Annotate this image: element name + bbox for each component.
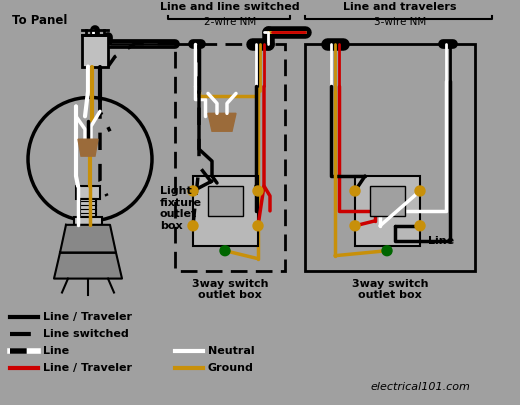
Circle shape bbox=[350, 221, 360, 231]
Text: Light
fixture
outlet
box: Light fixture outlet box bbox=[160, 186, 202, 231]
Polygon shape bbox=[60, 225, 116, 253]
Text: Line: Line bbox=[43, 346, 69, 356]
Circle shape bbox=[220, 246, 230, 256]
Text: Line / Traveler: Line / Traveler bbox=[43, 363, 132, 373]
Polygon shape bbox=[54, 253, 122, 279]
Circle shape bbox=[415, 221, 425, 231]
Text: Line: Line bbox=[428, 236, 454, 246]
Circle shape bbox=[253, 221, 263, 231]
Text: Neutral: Neutral bbox=[208, 346, 255, 356]
Text: 3-wire NM: 3-wire NM bbox=[374, 17, 426, 27]
Text: Ground: Ground bbox=[208, 363, 254, 373]
Text: 3way switch
outlet box: 3way switch outlet box bbox=[352, 279, 428, 300]
Circle shape bbox=[188, 221, 198, 231]
Bar bbox=[208, 186, 243, 216]
Bar bbox=[355, 176, 420, 246]
Bar bbox=[80, 199, 96, 217]
Circle shape bbox=[188, 186, 198, 196]
Bar bbox=[193, 176, 258, 246]
Bar bbox=[175, 44, 285, 271]
Circle shape bbox=[415, 186, 425, 196]
Text: Line and line switched: Line and line switched bbox=[160, 2, 300, 12]
Text: Line / Traveler: Line / Traveler bbox=[43, 312, 132, 322]
Text: electrical101.com: electrical101.com bbox=[370, 382, 470, 392]
Text: Line switched: Line switched bbox=[43, 329, 129, 339]
Text: To Panel: To Panel bbox=[12, 14, 68, 27]
Text: 3way switch
outlet box: 3way switch outlet box bbox=[192, 279, 268, 300]
Circle shape bbox=[350, 186, 360, 196]
Circle shape bbox=[253, 186, 263, 196]
Bar bbox=[370, 186, 405, 216]
Text: Line and travelers: Line and travelers bbox=[343, 2, 457, 12]
Text: 2-wire NM: 2-wire NM bbox=[204, 17, 256, 27]
Circle shape bbox=[382, 246, 392, 256]
Bar bbox=[305, 44, 475, 271]
Bar bbox=[74, 217, 102, 225]
Polygon shape bbox=[78, 139, 98, 156]
Bar bbox=[76, 186, 100, 199]
Bar bbox=[82, 35, 108, 66]
Polygon shape bbox=[208, 113, 236, 131]
